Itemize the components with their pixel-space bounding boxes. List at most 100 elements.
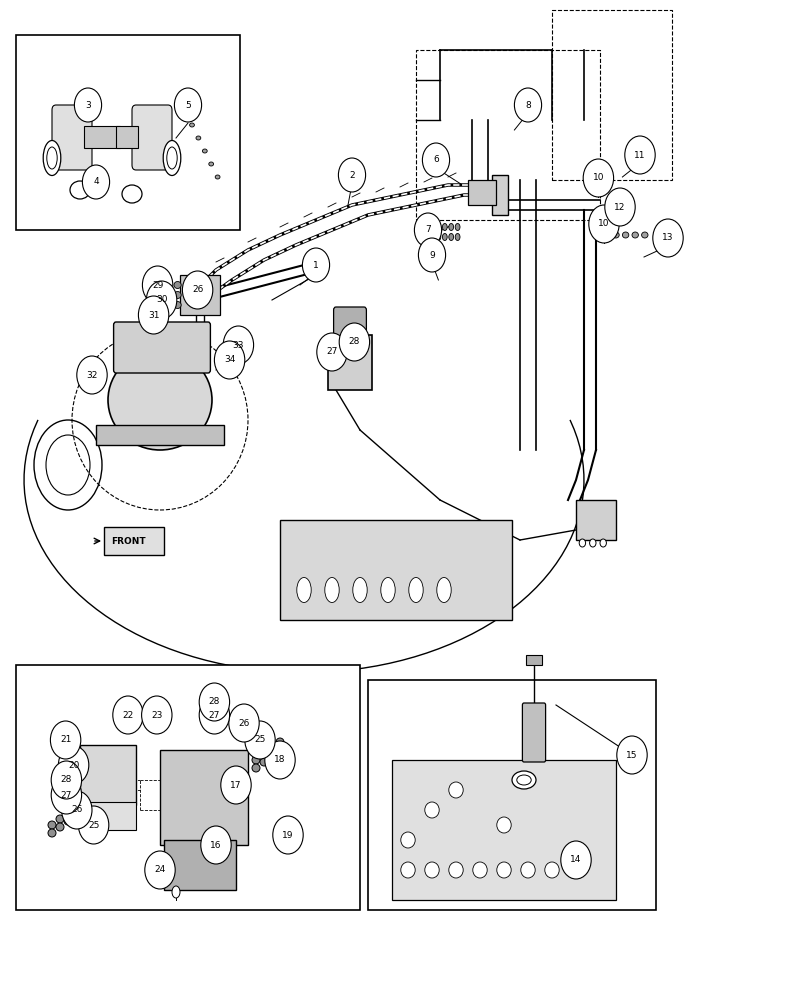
Ellipse shape — [64, 809, 72, 817]
Ellipse shape — [260, 750, 268, 758]
Ellipse shape — [196, 136, 201, 140]
Circle shape — [82, 165, 110, 199]
Circle shape — [302, 248, 330, 282]
Ellipse shape — [167, 147, 178, 169]
Text: 7: 7 — [425, 226, 431, 234]
FancyBboxPatch shape — [160, 750, 248, 845]
Circle shape — [146, 281, 177, 319]
Circle shape — [51, 761, 82, 799]
Ellipse shape — [70, 774, 77, 782]
FancyBboxPatch shape — [522, 703, 546, 762]
Ellipse shape — [442, 224, 447, 231]
Ellipse shape — [512, 771, 536, 789]
Text: 12: 12 — [614, 202, 626, 212]
Text: 23: 23 — [151, 710, 162, 720]
Ellipse shape — [70, 756, 77, 764]
Ellipse shape — [209, 162, 214, 166]
Ellipse shape — [449, 233, 454, 240]
Text: 17: 17 — [230, 780, 242, 790]
Ellipse shape — [632, 232, 638, 238]
Text: 15: 15 — [626, 750, 638, 760]
Circle shape — [113, 696, 143, 734]
Text: 8: 8 — [525, 101, 531, 109]
Text: 14: 14 — [570, 856, 582, 864]
Ellipse shape — [163, 140, 181, 176]
FancyBboxPatch shape — [328, 335, 372, 390]
Ellipse shape — [64, 817, 72, 825]
Ellipse shape — [174, 292, 181, 298]
Circle shape — [229, 704, 259, 742]
Ellipse shape — [70, 792, 77, 800]
Text: 26: 26 — [192, 286, 203, 294]
Text: 25: 25 — [88, 820, 99, 830]
Ellipse shape — [353, 578, 367, 602]
FancyBboxPatch shape — [368, 680, 656, 910]
FancyBboxPatch shape — [576, 500, 616, 540]
Circle shape — [51, 776, 82, 814]
Ellipse shape — [276, 738, 284, 746]
Ellipse shape — [436, 233, 441, 240]
FancyBboxPatch shape — [84, 126, 120, 148]
FancyBboxPatch shape — [52, 105, 92, 170]
Ellipse shape — [325, 578, 339, 602]
Ellipse shape — [72, 803, 80, 811]
Ellipse shape — [190, 123, 194, 127]
Text: 27: 27 — [326, 348, 338, 357]
Ellipse shape — [260, 758, 268, 766]
Ellipse shape — [569, 862, 583, 878]
Circle shape — [62, 791, 92, 829]
Ellipse shape — [455, 233, 460, 240]
Circle shape — [414, 213, 442, 247]
Text: 25: 25 — [254, 736, 266, 744]
FancyBboxPatch shape — [492, 175, 508, 215]
Ellipse shape — [43, 140, 61, 176]
Circle shape — [605, 188, 635, 226]
Text: 24: 24 — [154, 865, 166, 874]
Ellipse shape — [545, 862, 559, 878]
Ellipse shape — [122, 185, 142, 203]
Ellipse shape — [297, 578, 311, 602]
FancyBboxPatch shape — [104, 527, 164, 555]
Text: 28: 28 — [209, 698, 220, 706]
Text: 27: 27 — [61, 790, 72, 800]
Ellipse shape — [72, 768, 75, 772]
Ellipse shape — [436, 224, 441, 231]
Circle shape — [514, 88, 542, 122]
Ellipse shape — [215, 175, 220, 179]
Text: 10: 10 — [593, 174, 604, 182]
Ellipse shape — [174, 302, 181, 308]
Circle shape — [625, 136, 655, 174]
Text: 21: 21 — [60, 736, 71, 744]
Ellipse shape — [579, 539, 586, 547]
Ellipse shape — [594, 215, 602, 225]
Ellipse shape — [268, 744, 276, 752]
Circle shape — [78, 806, 109, 844]
Circle shape — [174, 88, 202, 122]
FancyBboxPatch shape — [80, 745, 136, 805]
Text: 30: 30 — [156, 296, 167, 304]
Circle shape — [317, 333, 347, 371]
FancyBboxPatch shape — [116, 126, 138, 148]
Ellipse shape — [48, 821, 56, 829]
Circle shape — [422, 143, 450, 177]
Ellipse shape — [517, 775, 531, 785]
Circle shape — [142, 696, 172, 734]
Text: 27: 27 — [209, 710, 220, 720]
Circle shape — [145, 851, 175, 889]
Text: 22: 22 — [122, 710, 134, 720]
Text: 31: 31 — [148, 310, 159, 320]
Circle shape — [265, 741, 295, 779]
Circle shape — [418, 238, 446, 272]
Circle shape — [201, 826, 231, 864]
Circle shape — [50, 721, 81, 759]
Ellipse shape — [622, 232, 629, 238]
Circle shape — [338, 158, 366, 192]
Ellipse shape — [449, 862, 463, 878]
Ellipse shape — [449, 782, 463, 798]
Circle shape — [74, 88, 102, 122]
Ellipse shape — [613, 232, 619, 238]
Ellipse shape — [56, 815, 64, 823]
Ellipse shape — [497, 817, 511, 833]
Text: 18: 18 — [274, 756, 286, 764]
FancyBboxPatch shape — [180, 275, 220, 315]
